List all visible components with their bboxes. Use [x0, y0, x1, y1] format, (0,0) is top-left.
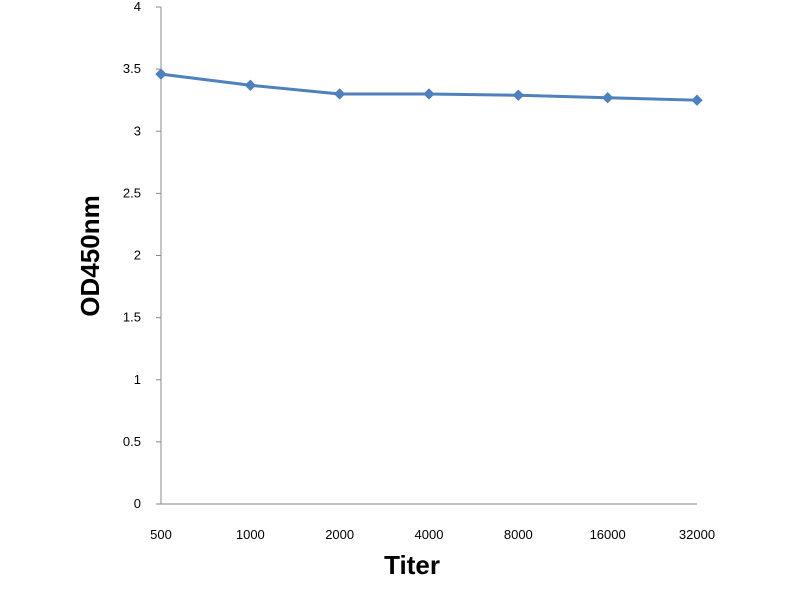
- y-tick-label: 2: [134, 248, 141, 263]
- data-point-marker: [691, 94, 703, 106]
- y-axis-title: OD450nm: [75, 195, 105, 316]
- y-tick-label: 0: [134, 496, 141, 511]
- x-tick-label: 500: [150, 527, 172, 542]
- x-tick-labels: 500 1000 2000 4000 8000 16000 32000: [150, 527, 715, 542]
- data-point-marker: [333, 88, 346, 100]
- y-tick-label: 1: [134, 372, 141, 387]
- x-tick-label: 32000: [679, 527, 715, 542]
- x-tick-label: 1000: [236, 527, 265, 542]
- y-tick-label: 0.5: [123, 434, 141, 449]
- series: [155, 68, 703, 106]
- y-tick-label: 3: [134, 123, 141, 138]
- axes: [156, 6, 697, 505]
- data-point-marker: [512, 89, 525, 101]
- y-tick-label: 1.5: [123, 310, 141, 325]
- y-tick-labels: 0 0.5 1 1.5 2 2.5 3 3.5 4: [123, 0, 141, 511]
- data-point-marker: [423, 88, 435, 100]
- data-point-marker: [244, 79, 257, 91]
- y-tick-label: 3.5: [123, 61, 141, 76]
- x-tick-label: 4000: [415, 527, 444, 542]
- data-point-marker: [155, 68, 167, 80]
- x-tick-label: 16000: [590, 527, 626, 542]
- x-tick-label: 2000: [325, 527, 354, 542]
- x-axis-title: Titer: [384, 550, 440, 580]
- data-point-marker: [601, 91, 614, 104]
- x-tick-label: 8000: [504, 527, 533, 542]
- y-tick-label: 4: [134, 0, 141, 14]
- y-tick-label: 2.5: [123, 185, 141, 200]
